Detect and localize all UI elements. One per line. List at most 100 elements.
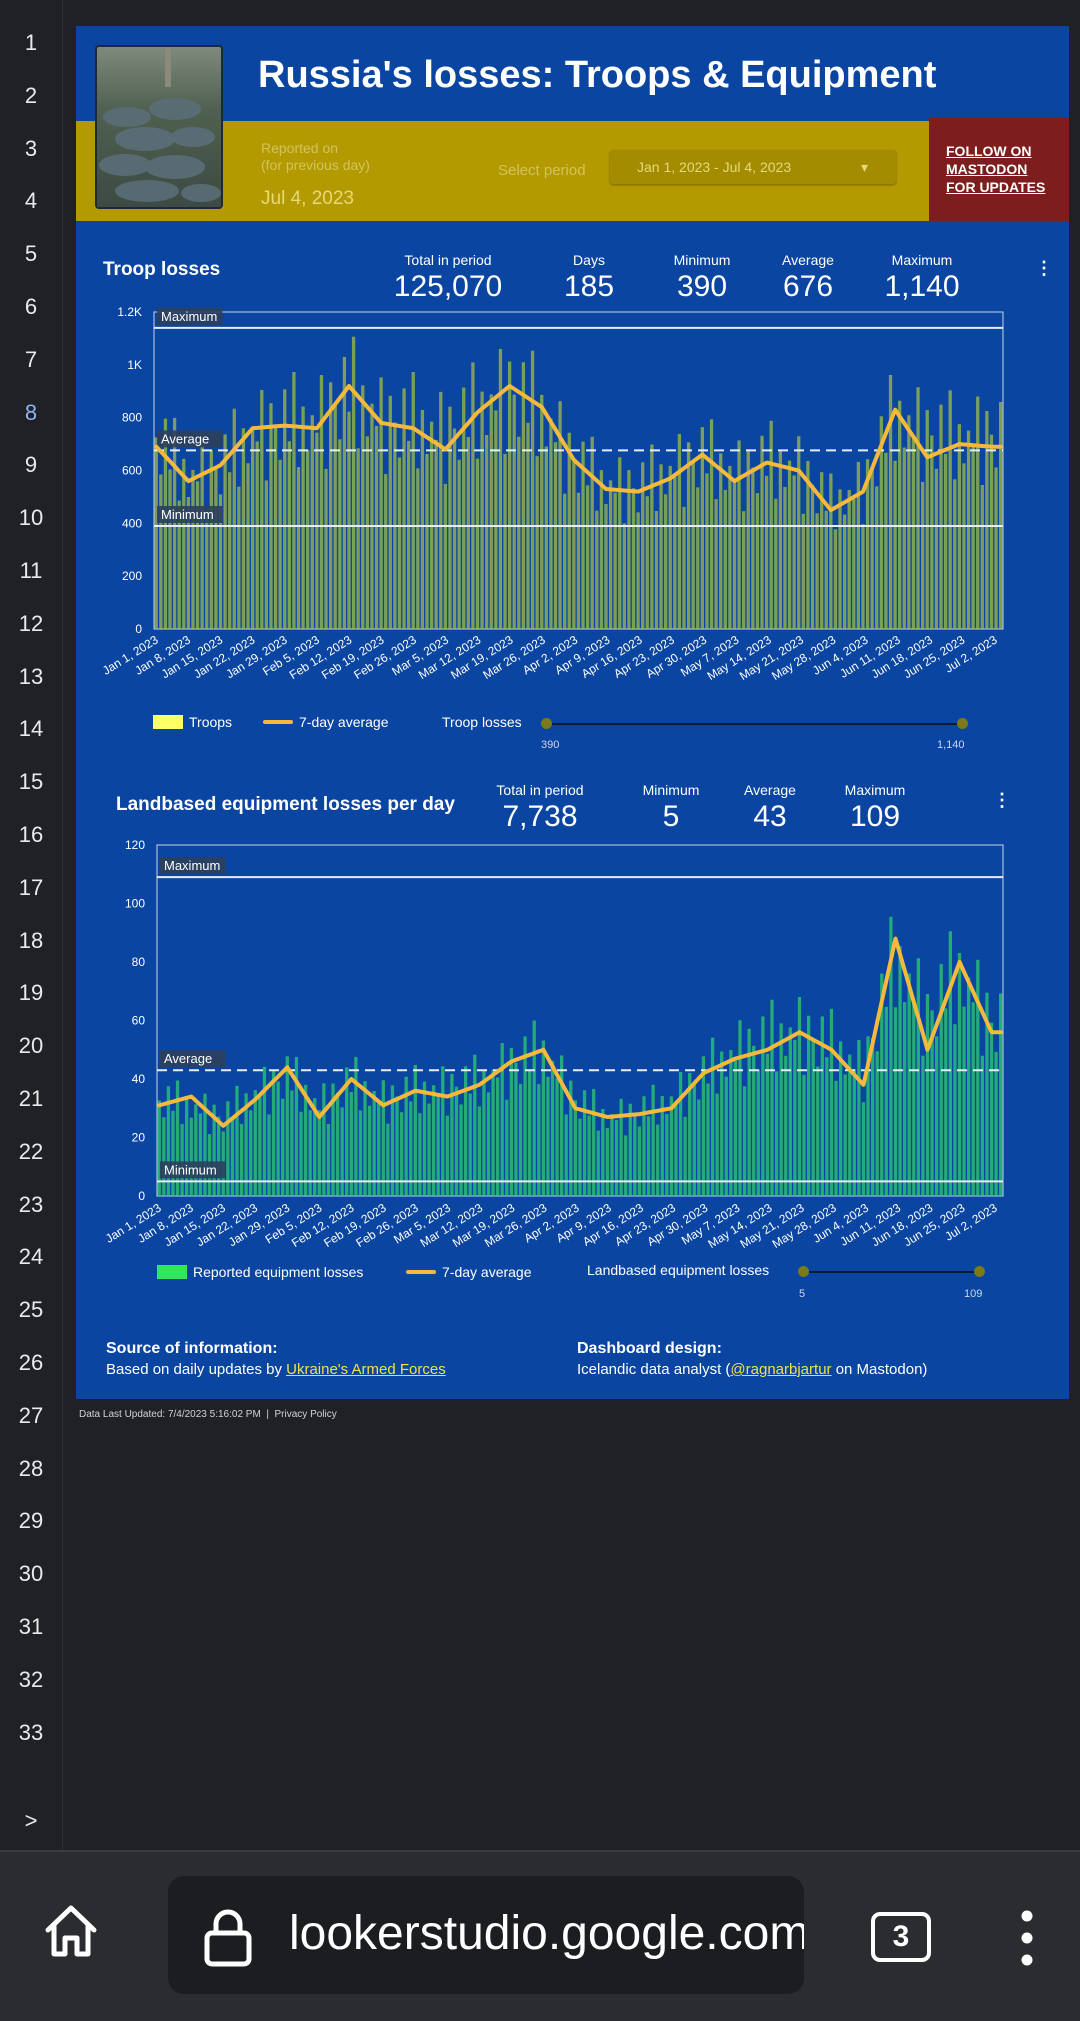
equipment-ref-label-bg bbox=[160, 857, 226, 875]
troops-bar bbox=[622, 523, 626, 629]
equipment-bar bbox=[930, 1010, 934, 1196]
row-number[interactable]: 21 bbox=[18, 1086, 44, 1111]
home-icon[interactable] bbox=[40, 1900, 102, 1967]
troops-bar bbox=[466, 436, 470, 629]
row-number[interactable]: 23 bbox=[18, 1191, 44, 1217]
equipment-more-icon[interactable]: ⋮ bbox=[993, 790, 1011, 810]
row-number[interactable]: 12 bbox=[18, 610, 44, 636]
troops-slider-max-handle[interactable] bbox=[957, 718, 968, 729]
source-heading: Source of information: bbox=[106, 1340, 278, 1357]
privacy-policy-link[interactable]: Privacy Policy bbox=[274, 1409, 337, 1420]
chevron-down-icon: ▾ bbox=[860, 159, 868, 175]
mastodon-handle-link[interactable]: @ragnarbjartur bbox=[730, 1361, 832, 1378]
row-number[interactable]: 10 bbox=[18, 505, 44, 531]
troops-bar bbox=[797, 436, 801, 629]
row-number[interactable]: 27 bbox=[18, 1402, 44, 1428]
row-number[interactable]: 2 bbox=[24, 82, 38, 108]
period-dropdown[interactable]: Jan 1, 2023 - Jul 4, 2023 ▾ bbox=[610, 150, 896, 184]
row-number[interactable]: 6 bbox=[24, 294, 38, 319]
troops-bar bbox=[691, 460, 695, 629]
address-bar[interactable]: lookerstudio.google.com bbox=[168, 1876, 804, 1994]
row-number[interactable]: 9 bbox=[24, 452, 38, 478]
troops-bar bbox=[824, 510, 828, 629]
troops-bar bbox=[705, 473, 709, 629]
troops-slider-min-value: 390 bbox=[541, 739, 560, 751]
troops-bar bbox=[338, 439, 342, 629]
troops-bar bbox=[356, 448, 360, 629]
expand-arrow-icon[interactable]: > bbox=[24, 1808, 38, 1833]
troops-bar bbox=[223, 434, 227, 629]
row-number[interactable]: 22 bbox=[18, 1138, 44, 1164]
row-number[interactable]: 26 bbox=[18, 1350, 44, 1375]
troops-ref-label: Maximum bbox=[161, 309, 217, 324]
row-number[interactable]: 11 bbox=[19, 558, 43, 583]
equipment-bar bbox=[962, 1006, 966, 1196]
troops-bar bbox=[907, 415, 911, 629]
troops-bar bbox=[452, 428, 457, 629]
row-number[interactable]: 24 bbox=[18, 1244, 44, 1270]
troops-bar bbox=[310, 415, 314, 629]
troops-bar bbox=[608, 480, 613, 629]
row-number[interactable]: 28 bbox=[18, 1455, 44, 1481]
troops-range-slider[interactable] bbox=[546, 723, 962, 725]
row-number[interactable]: 1 bbox=[24, 30, 38, 55]
row-number[interactable]: 17 bbox=[18, 874, 44, 900]
row-number[interactable]: 32 bbox=[18, 1666, 44, 1692]
armed-forces-link[interactable]: Ukraine's Armed Forces bbox=[286, 1361, 446, 1378]
troops-bar bbox=[218, 494, 223, 629]
equipment-range-slider[interactable] bbox=[803, 1271, 979, 1273]
follow-mastodon-button[interactable]: FOLLOW ON MASTODON FOR UPDATES bbox=[929, 118, 1069, 221]
row-number[interactable]: 30 bbox=[18, 1561, 44, 1587]
equipment-slider-max-handle[interactable] bbox=[974, 1266, 985, 1277]
equipment-bar bbox=[742, 1086, 747, 1196]
equipment-bar bbox=[701, 1056, 706, 1196]
row-number[interactable]: 4 bbox=[24, 188, 38, 214]
equipment-slider-min-handle[interactable] bbox=[798, 1266, 809, 1277]
troops-bar bbox=[581, 441, 585, 629]
equipment-bar bbox=[660, 1096, 664, 1196]
more-vert-icon[interactable] bbox=[1015, 1908, 1039, 1973]
row-number[interactable]: 16 bbox=[18, 822, 44, 847]
row-number[interactable]: 18 bbox=[18, 927, 44, 953]
troops-bar bbox=[774, 498, 778, 629]
row-number[interactable]: 29 bbox=[18, 1508, 44, 1534]
equipment-bar bbox=[829, 1008, 834, 1196]
troops-bar bbox=[659, 464, 663, 629]
equipment-bar bbox=[326, 1123, 331, 1196]
troops-slider-min-handle[interactable] bbox=[541, 718, 552, 729]
source-prefix: Based on daily updates by bbox=[106, 1361, 287, 1378]
equipment-chart-group: 020406080100120MaximumAverageMinimumJan … bbox=[103, 838, 1004, 1251]
row-number[interactable]: 31 bbox=[18, 1614, 44, 1639]
equipment-bar bbox=[486, 1092, 491, 1196]
row-number[interactable]: 20 bbox=[18, 1033, 44, 1059]
equipment-bar bbox=[249, 1110, 253, 1196]
equipment-bar bbox=[912, 999, 916, 1196]
equipment-slider-max-value: 109 bbox=[964, 1288, 983, 1300]
troops-more-icon[interactable]: ⋮ bbox=[1035, 258, 1053, 278]
troops-bar bbox=[530, 350, 535, 629]
row-number[interactable]: 19 bbox=[18, 980, 44, 1006]
equipment-bar bbox=[601, 1108, 605, 1196]
row-number[interactable]: 7 bbox=[24, 346, 38, 372]
row-number[interactable]: 5 bbox=[24, 241, 38, 267]
equipment-y-tick-label: 80 bbox=[132, 955, 146, 969]
equipment-bar bbox=[555, 1078, 559, 1196]
troops-bar bbox=[425, 453, 429, 629]
troops-bar bbox=[558, 401, 562, 629]
equipment-bar bbox=[596, 1130, 600, 1196]
equipment-bar bbox=[761, 1016, 765, 1196]
troops-bar bbox=[618, 457, 622, 629]
tabs-icon[interactable]: 3 bbox=[871, 1912, 931, 1962]
equipment-bar bbox=[651, 1084, 655, 1196]
row-number[interactable]: 25 bbox=[18, 1297, 44, 1323]
row-number[interactable]: 15 bbox=[18, 769, 44, 795]
row-number[interactable]: 3 bbox=[24, 135, 38, 161]
row-number[interactable]: 13 bbox=[18, 663, 44, 689]
troops-bar bbox=[439, 391, 443, 629]
row-number[interactable]: 33 bbox=[18, 1719, 44, 1745]
equipment-bar bbox=[838, 1041, 843, 1196]
equipment-bar bbox=[299, 1111, 303, 1196]
troops-bar bbox=[893, 460, 897, 629]
troops-bar bbox=[999, 401, 1003, 629]
row-number[interactable]: 14 bbox=[18, 716, 44, 742]
